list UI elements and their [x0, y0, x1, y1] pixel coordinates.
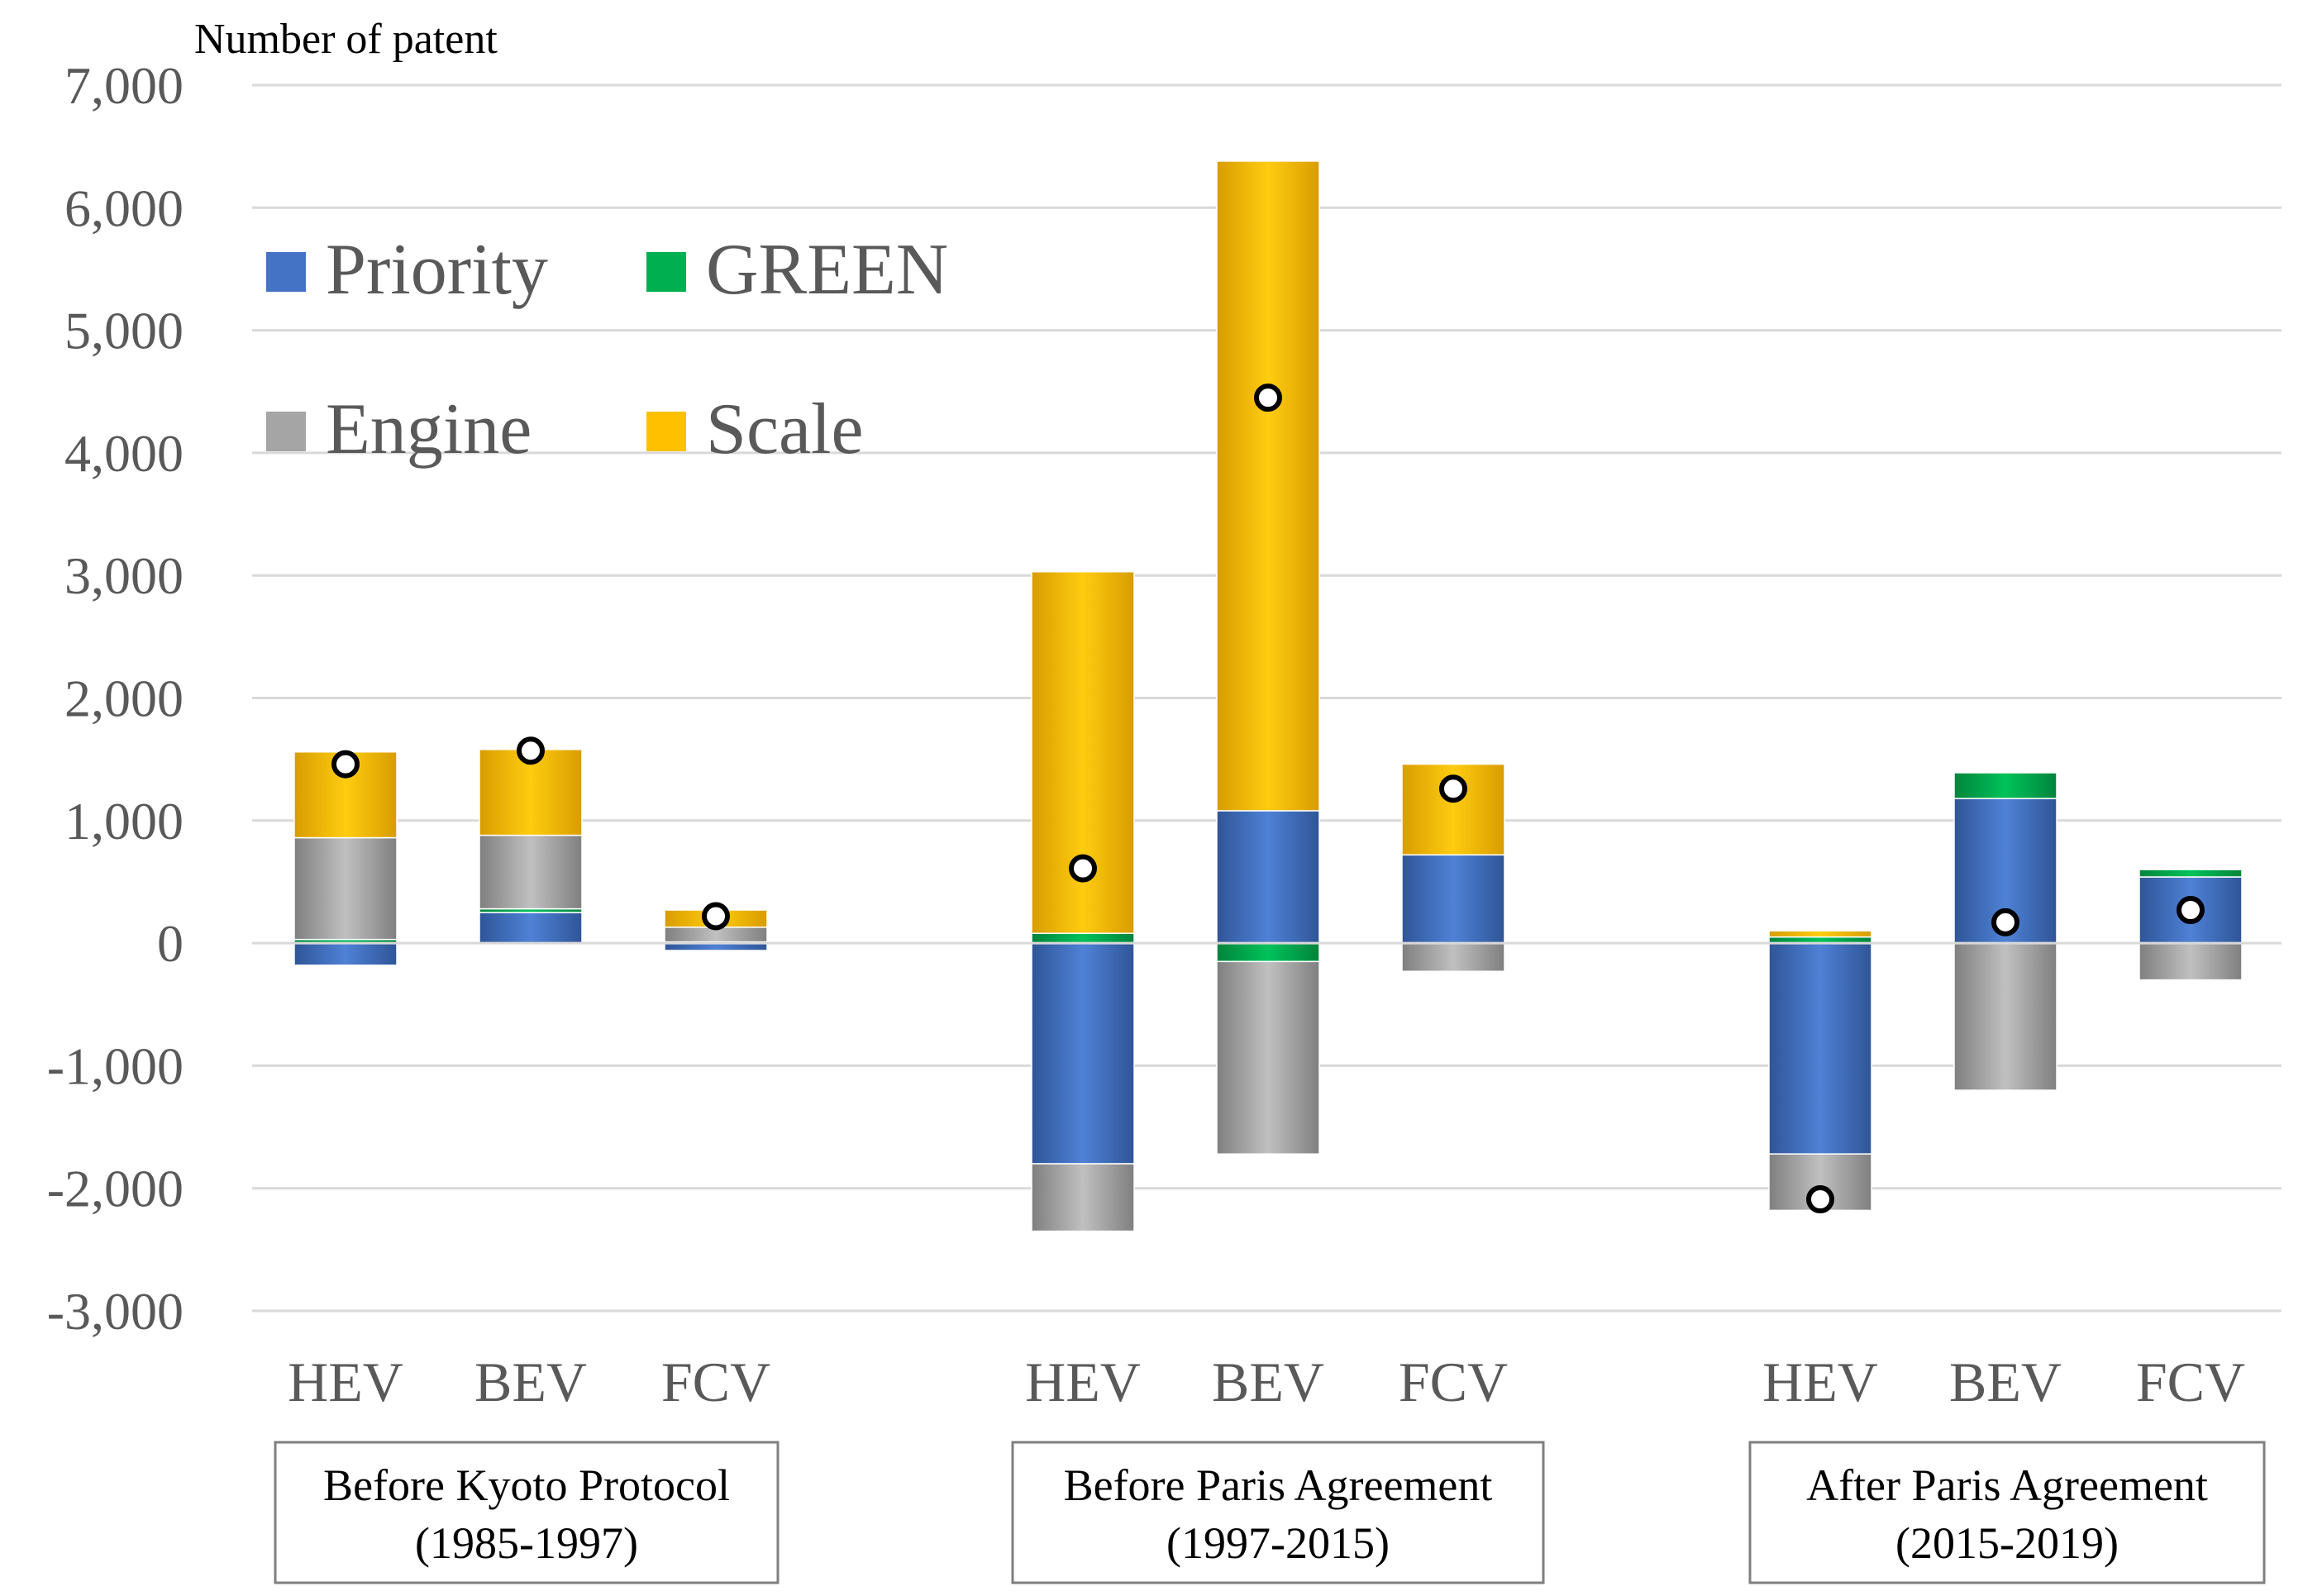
bar-segment-priority: [1768, 942, 1872, 1155]
bar-segment-green: [1953, 772, 2057, 799]
x-category-label: HEV: [1762, 1351, 1878, 1413]
bar-segment-engine: [1401, 942, 1505, 972]
period-label: Before Paris Agreement: [1064, 1460, 1493, 1510]
y-tick-label: 3,000: [64, 546, 184, 605]
period-box: [1011, 1441, 1545, 1584]
legend-label-green: GREEN: [706, 230, 948, 310]
legend-label-engine: Engine: [326, 389, 532, 469]
y-tick-label: 4,000: [64, 424, 184, 483]
bar-segment-engine: [479, 834, 583, 910]
bar-segment-green: [2138, 869, 2243, 878]
bar-segment-priority: [1031, 942, 1135, 1165]
y-axis-title: Number of patent: [194, 16, 498, 63]
total-marker: [1069, 854, 1097, 883]
legend-swatch-scale: [646, 412, 686, 451]
legend-swatch-priority: [266, 252, 306, 292]
bar-segment-priority: [293, 942, 398, 966]
bar-segment-green: [1031, 932, 1135, 944]
period-box: [274, 1441, 780, 1584]
period-label: Before Kyoto Protocol: [323, 1460, 730, 1510]
y-tick-label: -1,000: [47, 1036, 184, 1095]
y-tick-label: 5,000: [64, 302, 184, 360]
total-marker: [1254, 384, 1282, 412]
period-box: [1748, 1441, 2266, 1584]
total-marker: [2177, 896, 2205, 925]
total-marker: [517, 736, 545, 765]
x-category-label: HEV: [1025, 1351, 1141, 1413]
total-marker: [1991, 908, 2019, 936]
y-tick-label: 6,000: [64, 179, 184, 237]
x-category-label: FCV: [2136, 1351, 2245, 1413]
x-category-label: FCV: [661, 1351, 770, 1413]
bar-segment-priority: [1216, 810, 1320, 944]
legend-swatch-green: [646, 252, 686, 292]
period-years: (1997-2015): [1166, 1518, 1390, 1568]
x-category-label: BEV: [1212, 1351, 1324, 1413]
bar-segment-scale: [1216, 160, 1320, 812]
bar-segment-engine: [2138, 942, 2243, 981]
bar-segment-priority: [1401, 854, 1505, 944]
y-tick-label: 2,000: [64, 669, 184, 728]
period-group-labels: Before Kyoto Protocol (1985-1997) Before P…: [274, 1441, 2266, 1584]
legend-swatch-engine: [266, 412, 306, 451]
x-category-label: HEV: [288, 1351, 403, 1413]
bar-segment-priority: [479, 912, 583, 944]
total-marker: [1806, 1185, 1834, 1214]
total-marker: [702, 902, 730, 931]
period-years: (2015-2019): [1895, 1518, 2119, 1568]
x-category-label: BEV: [474, 1351, 587, 1413]
bar-segment-engine: [1031, 1163, 1135, 1232]
y-tick-label: 1,000: [64, 792, 184, 850]
y-axis-tick-labels: 7,000 6,000 5,000 4,000 3,000 2,000 1,000 0 -1,0…: [47, 56, 184, 1341]
y-tick-label: -3,000: [47, 1282, 184, 1341]
legend-label-priority: Priority: [326, 230, 548, 310]
legend-label-scale: Scale: [706, 389, 864, 469]
total-markers: [331, 384, 2205, 1214]
total-marker: [331, 750, 360, 779]
bars: [293, 160, 2243, 1232]
bar-segment-scale: [1768, 930, 1872, 938]
bar-segment-engine: [293, 836, 398, 941]
y-tick-label: -2,000: [47, 1160, 184, 1218]
period-years: (1985-1997): [415, 1518, 638, 1568]
legend: Priority GREEN Engine Scale: [266, 230, 948, 469]
bar-segment-green: [1216, 942, 1320, 963]
y-tick-label: 7,000: [64, 56, 184, 115]
x-axis-category-labels: HEV BEV FCV HEV BEV FCV HEV BEV FCV: [288, 1351, 2245, 1413]
bar-segment-engine: [1953, 942, 2057, 1091]
bar-segment-engine: [1216, 960, 1320, 1155]
total-marker: [1439, 774, 1467, 803]
x-category-label: FCV: [1399, 1351, 1508, 1413]
period-label: After Paris Agreement: [1806, 1460, 2208, 1510]
x-category-label: BEV: [1949, 1351, 2062, 1413]
y-tick-label: 0: [157, 914, 184, 973]
